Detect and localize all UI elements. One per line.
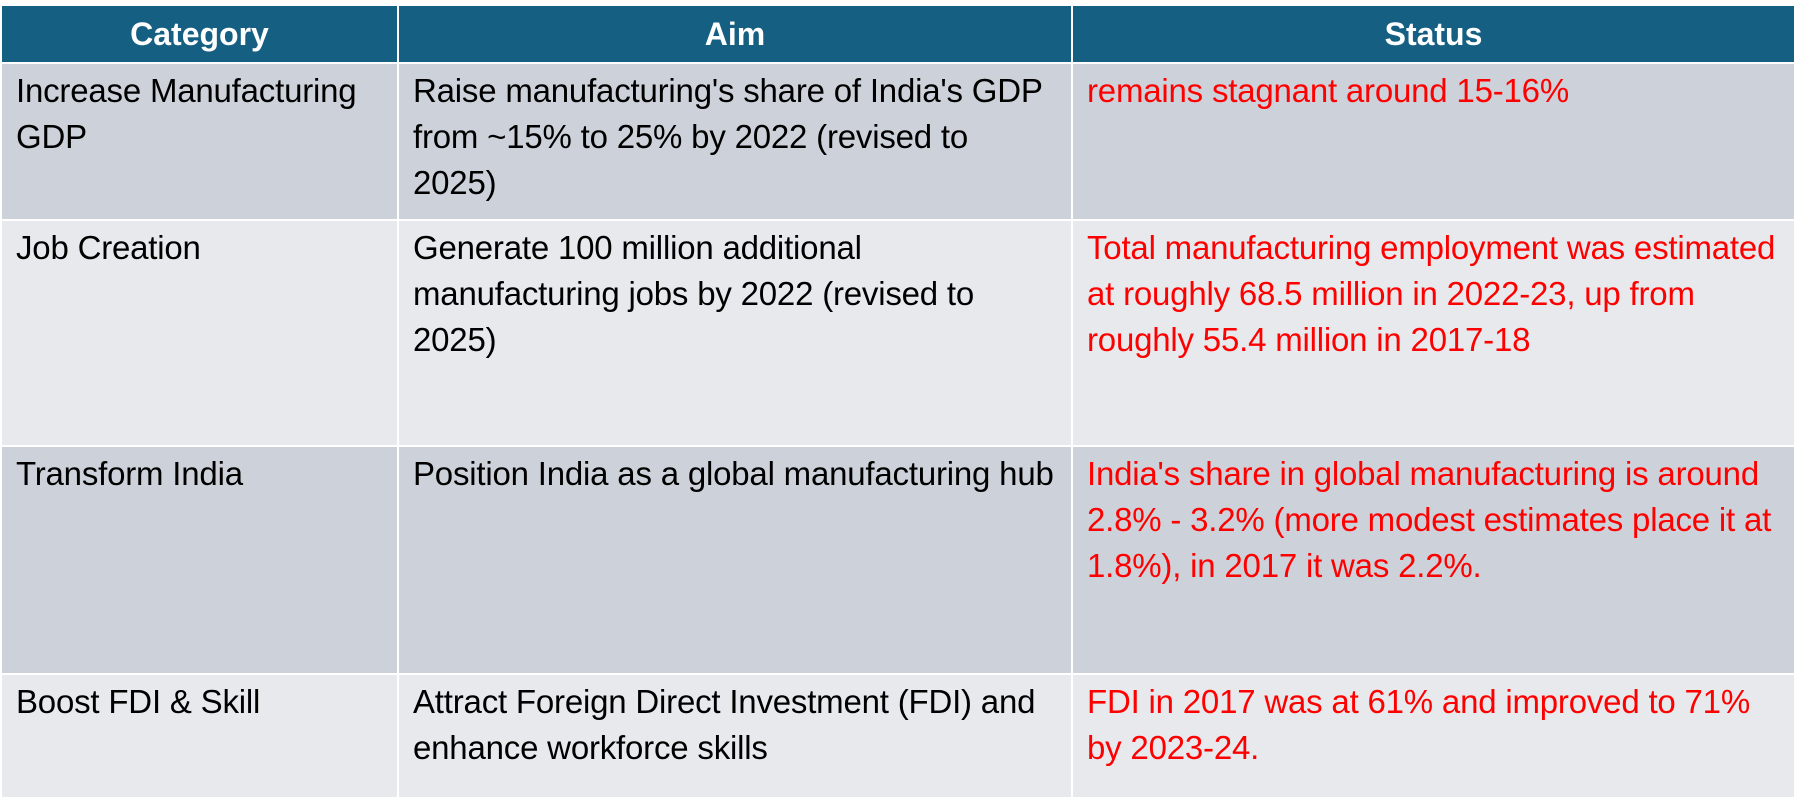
header-row: Category Aim Status [0, 4, 1794, 64]
table-row: Transform India Position India as a glob… [0, 445, 1794, 675]
category-cell: Transform India [0, 445, 399, 675]
header-status: Status [1071, 4, 1794, 64]
aim-cell: Attract Foreign Direct Investment (FDI) … [397, 673, 1073, 799]
aim-cell: Generate 100 million additional manufact… [397, 219, 1073, 447]
status-cell: Total manufacturing employment was estim… [1071, 219, 1794, 447]
category-cell: Increase Manufacturing GDP [0, 62, 399, 221]
status-cell: remains stagnant around 15-16% [1071, 62, 1794, 221]
make-in-india-table: Category Aim Status Increase Manufacturi… [0, 4, 1794, 799]
header-aim: Aim [397, 4, 1073, 64]
status-cell: India's share in global manufacturing is… [1071, 445, 1794, 675]
aim-cell: Raise manufacturing's share of India's G… [397, 62, 1073, 221]
table-row: Job Creation Generate 100 million additi… [0, 219, 1794, 447]
category-cell: Boost FDI & Skill [0, 673, 399, 799]
table-row: Boost FDI & Skill Attract Foreign Direct… [0, 673, 1794, 799]
status-cell: FDI in 2017 was at 61% and improved to 7… [1071, 673, 1794, 799]
category-cell: Job Creation [0, 219, 399, 447]
header-category: Category [0, 4, 399, 64]
aim-cell: Position India as a global manufacturing… [397, 445, 1073, 675]
table-row: Increase Manufacturing GDP Raise manufac… [0, 62, 1794, 221]
table-container: Category Aim Status Increase Manufacturi… [0, 4, 1794, 799]
